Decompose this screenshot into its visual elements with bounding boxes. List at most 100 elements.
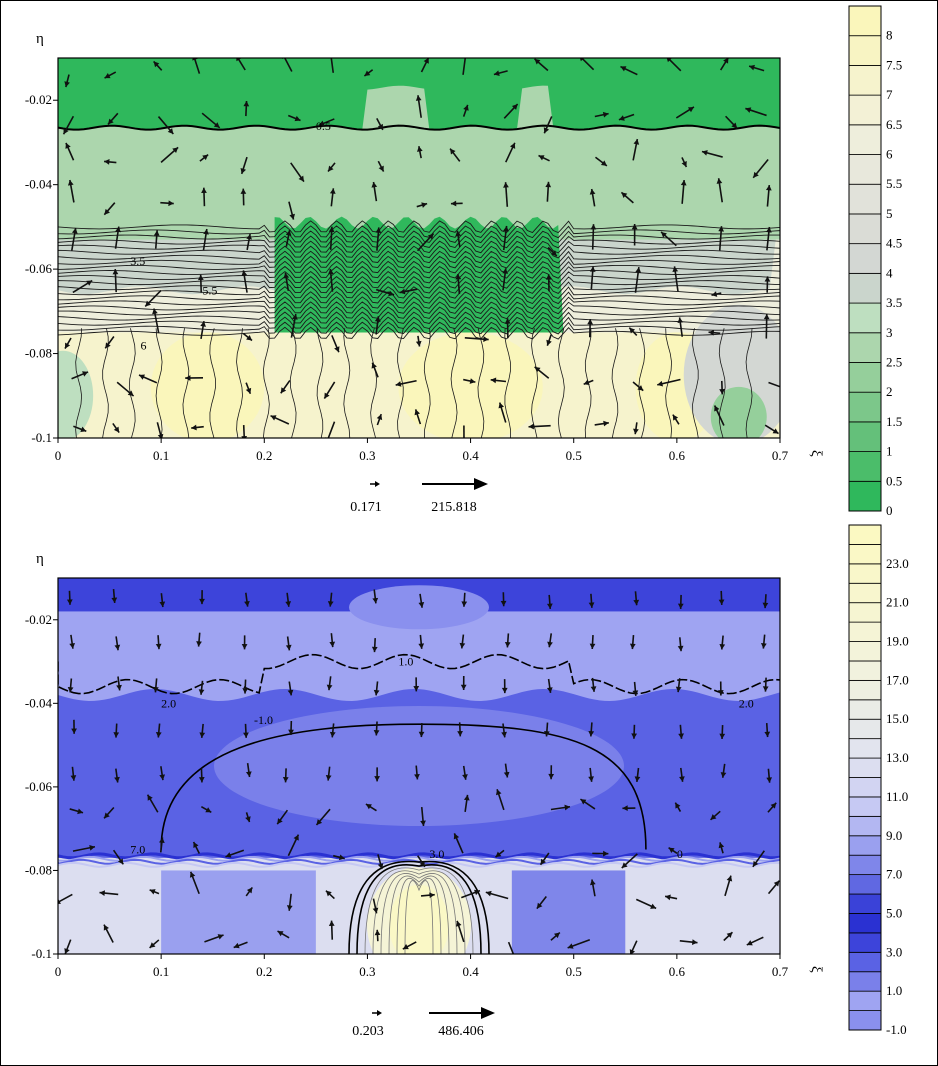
vector-arrow-head <box>415 95 422 101</box>
vector-arrow-head <box>112 269 119 275</box>
vector-arrow-head <box>285 644 292 651</box>
vector-reference: 0.171 215.818 <box>350 478 488 515</box>
vector-arrow-head <box>243 732 249 738</box>
vector-arrow-head <box>621 192 628 198</box>
vector-arrow-head <box>749 64 755 71</box>
y-tick-label: -0.1 <box>31 430 52 445</box>
contour-line <box>477 328 485 438</box>
vector-arrow-head <box>103 924 109 931</box>
colorbar-label: 15.0 <box>886 711 909 726</box>
vector-arrow-head <box>500 600 507 607</box>
x-tick-label: 0.3 <box>359 964 375 979</box>
colorbar-cell <box>848 990 882 1011</box>
vector-arrow-head <box>329 731 336 738</box>
colorbar-cell <box>848 544 882 565</box>
colorbar: -1.0 1.0 3.0 5.0 7.0 9.0 11.0 13.0 15.0 17.0 19.0 2… <box>848 524 909 1037</box>
vector-arrow-head <box>196 641 202 647</box>
colorbar-cell <box>848 451 882 482</box>
x-tick-label: 0.5 <box>566 448 582 463</box>
vector-arrow-head <box>726 932 733 938</box>
vector-arrow-head <box>677 645 684 652</box>
ref-arrow-min-head <box>375 481 380 487</box>
contour-line <box>692 328 699 438</box>
vector-arrow-head <box>717 690 724 696</box>
field-green-pocket-right <box>710 386 767 438</box>
vector-arrow-head <box>113 732 120 738</box>
colorbar-cell <box>848 524 882 545</box>
contour-line <box>58 270 780 284</box>
vector-arrow-shaft <box>58 893 73 904</box>
vector-arrow-head <box>764 276 771 282</box>
vector-arrow-head <box>373 689 380 696</box>
x-tick-label: 0.5 <box>566 964 582 979</box>
vector-arrow-head <box>213 122 220 128</box>
contour-line-bold <box>58 124 780 131</box>
vector-arrow-head <box>157 433 164 438</box>
y-tick-label: -0.06 <box>25 779 53 794</box>
vector-arrow-head <box>511 104 518 110</box>
vector-arrow-head <box>718 599 725 605</box>
contour-line-bold <box>160 723 647 850</box>
field-left-edge <box>58 350 94 438</box>
x-tick-label: 0.4 <box>462 964 479 979</box>
colorbar-cell <box>848 757 882 778</box>
contour-line <box>584 328 592 438</box>
vector-arrow-head <box>377 863 384 870</box>
contour-line <box>380 873 458 954</box>
vector-arrow-head <box>371 181 378 188</box>
field-top-bulge <box>349 585 489 630</box>
vector-arrow-head <box>462 774 468 780</box>
vector-arrow-head <box>544 731 550 737</box>
vector-arrow-head <box>701 150 708 156</box>
vector-arrow-head <box>763 313 770 320</box>
contour-label: 3.0 <box>429 847 444 861</box>
vector-arrow-head <box>589 188 596 195</box>
contour-line <box>718 328 726 438</box>
vector-arrow-head <box>745 107 752 113</box>
vector-arrow-head <box>153 230 160 236</box>
x-tick-label: 0.7 <box>772 448 789 463</box>
vector-arrow-head <box>374 316 381 322</box>
contour-line <box>356 864 482 954</box>
contour-field <box>58 578 780 954</box>
vector-arrow-head <box>764 731 771 738</box>
vector-arrow-head <box>765 185 772 191</box>
colorbar-cell <box>848 932 882 953</box>
ref-label-min: 0.171 <box>350 500 382 515</box>
colorbar-cell <box>848 660 882 681</box>
vector-arrow-head <box>502 268 508 274</box>
vector-arrow-head <box>292 314 298 320</box>
contour-line <box>58 220 780 234</box>
colorbar-label: 7.0 <box>886 867 902 882</box>
vector-arrow-head <box>116 684 122 691</box>
vector-arrow-head <box>720 772 727 778</box>
vector-arrow-head <box>681 161 687 168</box>
vector-arrow-head <box>318 120 325 126</box>
vector-arrow-head <box>635 267 642 273</box>
vector-arrow-head <box>104 208 110 215</box>
colorbar-label: 2.5 <box>886 354 902 369</box>
colorbar-cell <box>848 213 882 245</box>
vector-arrow-head <box>548 773 555 780</box>
contour-label: -1.0 <box>254 713 273 727</box>
vector-arrow-head <box>589 266 596 272</box>
contour-label: 2.0 <box>161 697 176 711</box>
vector-arrow-head <box>634 776 641 782</box>
vector-arrow-head <box>107 118 114 125</box>
vector-arrow-head <box>159 837 165 844</box>
vector-arrow-shaft <box>193 58 201 74</box>
vector-arrow-head <box>483 336 489 343</box>
vector-arrow-head <box>528 423 534 430</box>
x-tick-label: 0 <box>55 964 62 979</box>
contour-line <box>745 328 753 438</box>
vector-arrow-head <box>71 728 77 734</box>
vector-arrow-shaft <box>330 58 335 73</box>
contour-line <box>397 328 404 438</box>
vector-arrow-head <box>463 794 470 801</box>
vector-arrow-head <box>423 58 429 64</box>
vector-arrow-head <box>329 641 336 648</box>
colorbar-label: 0.5 <box>886 473 902 488</box>
vector-arrow-head <box>329 188 336 194</box>
x-tick-label: 0.1 <box>153 964 169 979</box>
